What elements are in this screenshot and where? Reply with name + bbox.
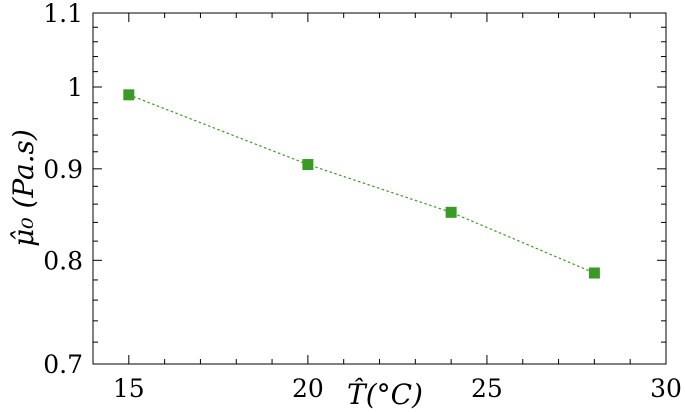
data-point (302, 159, 314, 171)
data-point (588, 267, 600, 279)
y-tick-label: 0.9 (43, 155, 83, 184)
plot-frame (92, 12, 667, 365)
axis-tick-labels: 15 20 25 30 0.7 0.8 0.9 1 1.1 (43, 0, 682, 403)
axis-ticks (92, 12, 667, 365)
data-point (123, 89, 135, 101)
y-tick-label: 0.8 (43, 246, 83, 275)
y-tick-label: 1.1 (43, 0, 83, 28)
x-axis-label: T̂(°C) (347, 378, 423, 411)
x-tick-label: 20 (292, 374, 324, 403)
y-axis-label: μ̂₀ (Pa.s) (7, 129, 40, 247)
data-series (123, 89, 600, 279)
y-tick-label: 1 (67, 73, 83, 102)
x-tick-label: 15 (113, 374, 145, 403)
series-line (128, 94, 595, 274)
x-tick-label: 25 (471, 374, 503, 403)
y-tick-label: 0.7 (43, 350, 83, 379)
data-point (445, 206, 457, 218)
x-tick-label: 30 (650, 374, 682, 403)
